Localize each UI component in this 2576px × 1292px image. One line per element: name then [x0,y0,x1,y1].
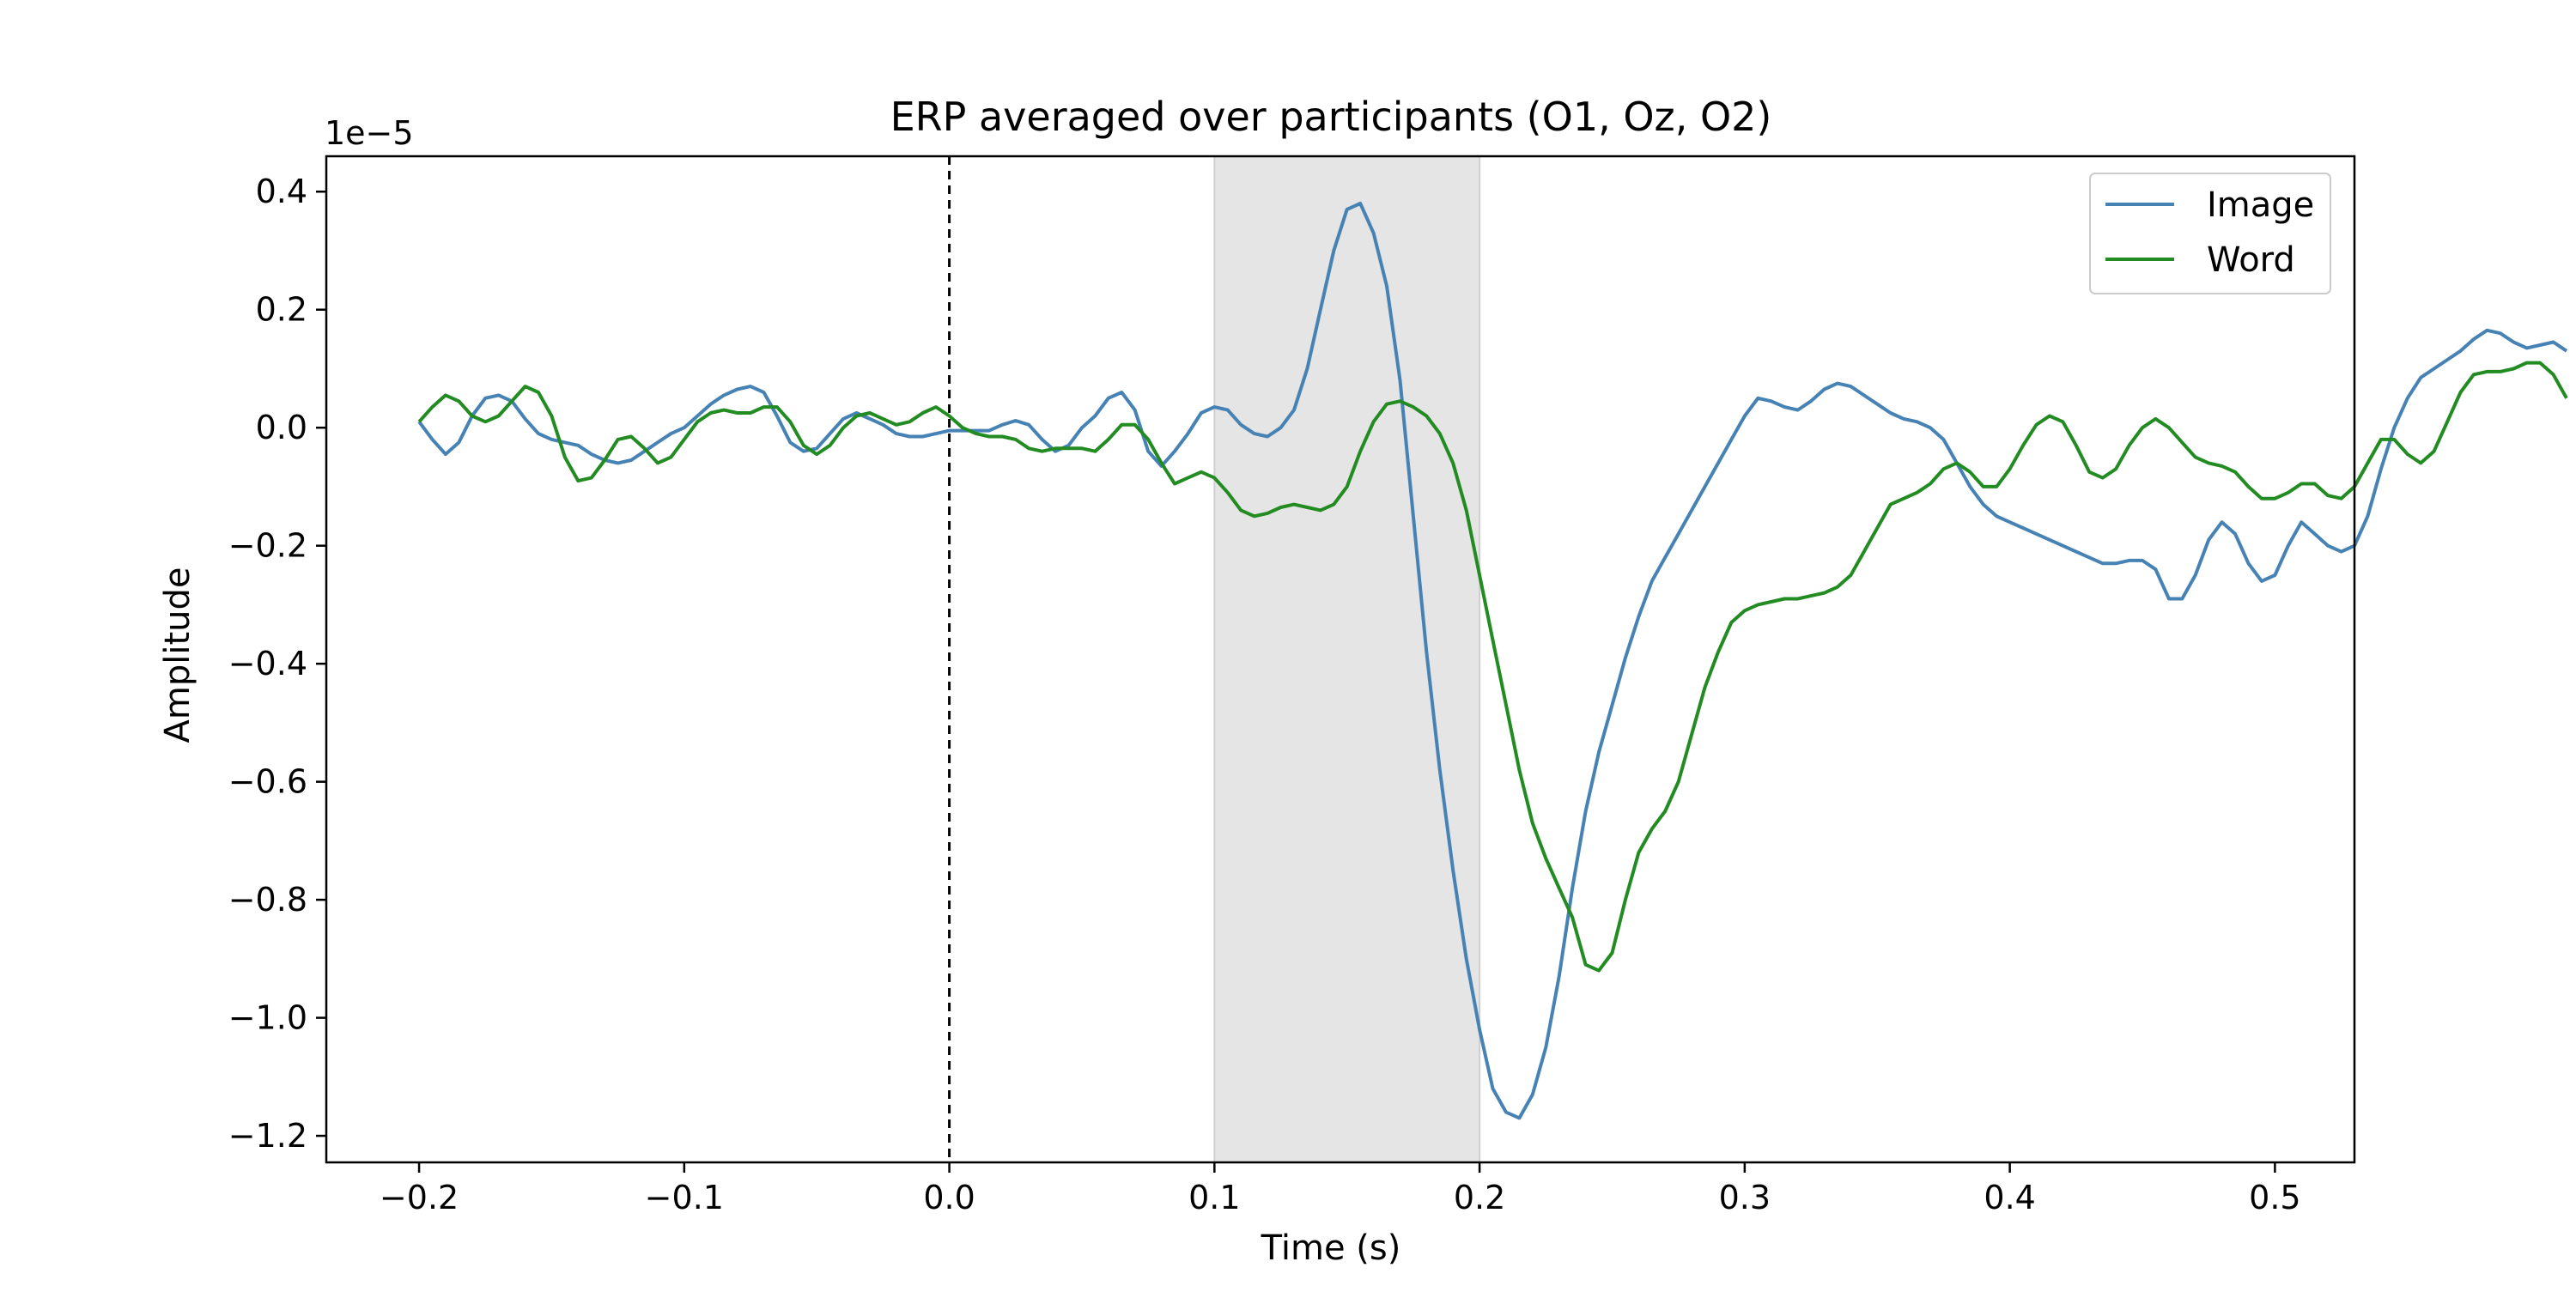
x-tick-label: 0.5 [2249,1179,2300,1216]
y-axis-label: Amplitude [158,567,197,743]
y-tick-label: 0.4 [256,173,307,210]
y-tick-label: −0.4 [228,645,307,682]
x-tick-label: 0.2 [1454,1179,1505,1216]
y-tick-label: −0.6 [228,763,307,801]
y-tick-label: −0.8 [228,881,307,919]
y-tick-label: 0.0 [256,409,307,446]
y-tick-label: −0.2 [228,527,307,565]
legend: Image Word [2089,173,2331,294]
shaded-window [1214,156,1480,1162]
y-tick-label: −1.0 [228,999,307,1037]
x-tick-label: 0.1 [1188,1179,1240,1216]
plot-frame [325,155,2356,1164]
series-line-image [417,202,2568,1120]
x-tick-label: −0.1 [645,1179,724,1216]
x-tick-label: 0.0 [923,1179,975,1216]
x-tick-label: 0.4 [1984,1179,2035,1216]
legend-label-image: Image [2207,185,2314,225]
series-line-word [417,361,2568,973]
legend-label-word: Word [2207,240,2295,280]
y-tick-label: −1.2 [228,1117,307,1155]
y-tick-label: 0.2 [256,291,307,329]
x-axis-label: Time (s) [1261,1228,1401,1268]
chart-title: ERP averaged over participants (O1, Oz, … [890,94,1772,140]
x-tick-label: 0.3 [1719,1179,1771,1216]
y-axis-offset-label: 1e−5 [325,114,414,152]
x-tick-label: −0.2 [380,1179,459,1216]
